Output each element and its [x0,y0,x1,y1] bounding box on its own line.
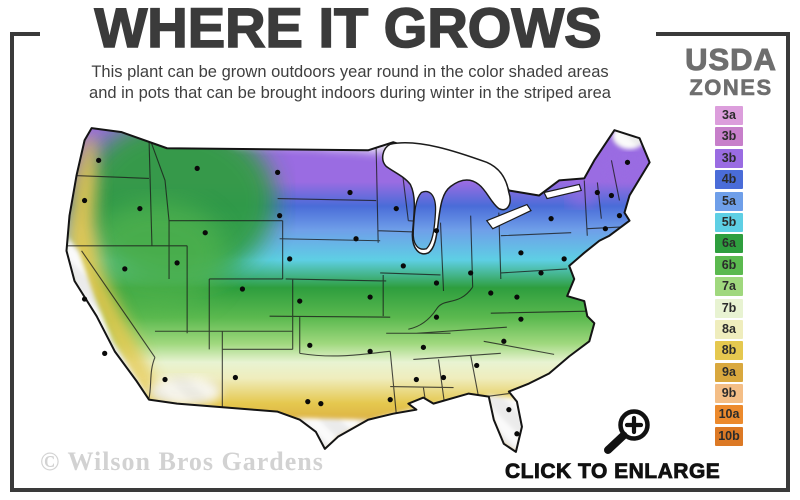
california-coast-striped-area [66,236,147,396]
west-green-overlay-2 [86,200,228,312]
zone-swatch-8a-10: 8a [715,319,743,339]
zone-swatch-9a-12: 9a [715,362,743,382]
subtitle-line-1: This plant can be grown outdoors year ro… [91,63,609,81]
zone-swatch-5b-5: 5b [715,212,743,232]
zone-swatch-8b-11: 8b [715,341,743,361]
zone-swatch-3b-1: 3b [715,127,743,147]
zones-label: ZONES [689,74,773,100]
zone-swatch-6a-6: 6a [715,234,743,254]
zone-legend-list: 3a 3b 3b 4b 5a 5b 6a 6b 7a 7b 8a 8b 9a 9b 10a 10b [715,106,743,446]
state-borders [66,136,628,414]
desert-striped-area [148,376,222,407]
subtitle: This plant can be grown outdoors year ro… [45,62,655,104]
magnifier-icon[interactable] [600,407,656,459]
michigan-mitten [412,190,437,250]
coast-gold-overlay [66,134,159,397]
watermark: © Wilson Bros Gardens [40,447,324,476]
zone-swatch-6b-7: 6b [715,255,743,275]
usda-zones-heading: USDA ZONES [684,42,778,100]
great-lakes [381,142,583,255]
page-title: WHERE IT GROWS [40,0,656,58]
click-to-enlarge-button[interactable]: CLICK TO ENLARGE [497,460,729,484]
zone-swatch-7a-8: 7a [715,277,743,297]
zone-swatch-4b-3: 4b [715,170,743,190]
zone-swatch-3b-2: 3b [715,148,743,168]
city-dots [81,157,631,437]
zone-swatch-10a-14: 10a [715,405,743,425]
zone-swatch-5a-4: 5a [715,191,743,211]
zone-fill-layers [66,128,650,452]
us-outline [65,127,651,453]
zone-swatch-9b-13: 9b [715,384,743,404]
usda-label: USDA [685,42,777,77]
florida-striped-area [486,394,526,452]
zone-swatch-7b-9: 7b [715,298,743,318]
subtitle-line-2: and in pots that can be brought indoors … [89,84,611,103]
south-texas-striped-area [295,417,371,452]
zone-swatch-3a-0: 3a [715,106,743,125]
hardiness-map[interactable] [36,100,660,472]
zone-swatch-10b-15: 10b [715,426,743,446]
